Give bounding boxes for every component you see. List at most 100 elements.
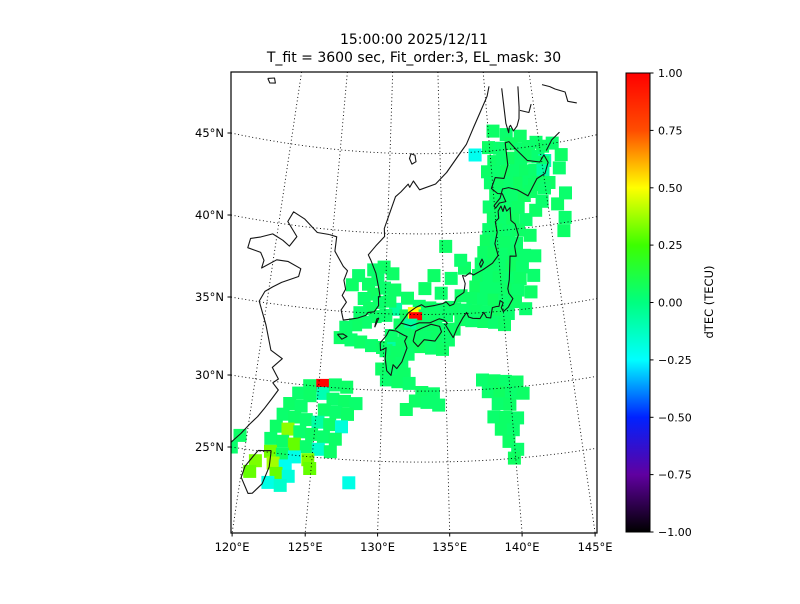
dtec-patch <box>388 283 402 297</box>
y-axis-tick-label: 30°N <box>195 368 224 382</box>
y-axis-tick-label: 45°N <box>195 126 224 140</box>
coastline <box>412 323 443 348</box>
dtec-patch <box>497 247 511 261</box>
parallel-gridline <box>231 374 597 392</box>
dtec-patch <box>493 141 507 155</box>
dtec-patch <box>329 405 343 419</box>
dtec-patch <box>558 210 572 224</box>
coastline <box>490 141 549 209</box>
meridian-gridline <box>528 72 596 533</box>
coastline <box>379 329 408 376</box>
dtec-patch <box>528 249 542 263</box>
dtec-patch <box>299 413 313 427</box>
dtec-patch <box>323 445 337 459</box>
dtec-patch <box>326 392 340 406</box>
dtec-patch <box>511 283 525 297</box>
dtec-patch <box>287 437 301 451</box>
dtec-patch <box>527 268 541 282</box>
dtec-patch <box>342 476 356 490</box>
y-axis: 45°N 40°N 35°N 30°N 25°N <box>195 126 231 454</box>
dtec-patch <box>264 444 277 458</box>
dtec-patch <box>487 410 501 424</box>
dtec-patch <box>477 246 491 260</box>
dtec-patch <box>413 340 427 354</box>
dtec-patch <box>501 307 515 320</box>
dtec-patch <box>440 309 453 322</box>
dtec-patch <box>401 291 414 305</box>
dtec-patch <box>311 415 325 429</box>
dtec-patch <box>495 259 509 273</box>
coastline <box>545 131 560 151</box>
dtec-patch <box>328 378 342 392</box>
dtec-patch <box>231 440 238 454</box>
dtec-patch <box>485 258 498 272</box>
coastline <box>394 205 519 339</box>
dtec-patch <box>523 228 537 242</box>
x-axis-tick-label: 135°E <box>432 540 467 554</box>
dtec-patch <box>358 315 372 329</box>
dtec-patch <box>233 428 247 442</box>
dtec-patch <box>316 430 330 444</box>
dtec-patch <box>507 451 521 465</box>
dtec-patch <box>518 248 532 262</box>
meridian-gridline <box>304 72 348 533</box>
dtec-patch <box>341 407 354 421</box>
dtec-patch <box>498 318 511 332</box>
dtec-patch <box>317 403 331 417</box>
dtec-patch <box>281 422 295 436</box>
dtec-patch <box>488 315 502 329</box>
dtec-patch <box>506 423 520 437</box>
dtec-patch <box>469 280 483 294</box>
dtec-patch <box>340 380 354 394</box>
colorbar-tick-label: 1.00 <box>658 67 683 80</box>
map-frame <box>230 71 598 534</box>
dtec-patch <box>432 398 446 412</box>
dtec-patch <box>477 292 490 306</box>
dtec-patch <box>512 223 525 237</box>
dtec-patch <box>339 320 353 334</box>
dtec-patch <box>511 201 525 214</box>
colorbar-tick-label: 0.75 <box>658 124 683 137</box>
dtec-patch <box>510 236 523 250</box>
x-axis-tick-label: 130°E <box>360 540 395 554</box>
dtec-patch <box>476 373 489 387</box>
x-axis-tick-label: 125°E <box>288 540 323 554</box>
dtec-patch <box>294 399 308 413</box>
colorbar-tick-label: 0.00 <box>658 297 683 310</box>
dtec-patch <box>507 248 521 262</box>
dtec-patch <box>538 181 551 195</box>
dtec-patch <box>243 464 257 478</box>
dtec-patch <box>482 141 495 155</box>
dtec-patch <box>391 375 405 389</box>
colorbar-axis-label: dTEC (TECU) <box>702 266 716 339</box>
coastline <box>336 333 348 340</box>
dtec-patch <box>436 342 449 356</box>
dtec-patch <box>345 278 359 292</box>
dtec-patch <box>487 374 501 388</box>
dtec-patch <box>483 176 497 190</box>
dtec-patch <box>492 223 506 237</box>
coastlines <box>231 77 577 494</box>
dtec-patch <box>474 257 488 271</box>
colorbar-gradient <box>626 73 650 532</box>
dtec-patch <box>299 440 313 454</box>
dtec-patch <box>375 362 389 376</box>
parallel-gridline <box>231 296 597 315</box>
dtec-patch <box>496 212 510 226</box>
coastline <box>408 153 417 165</box>
dtec-patch <box>276 407 290 421</box>
dtec-patch <box>420 395 434 409</box>
dtec-patch <box>481 385 495 399</box>
dtec-patch <box>498 374 512 388</box>
dtec-patch <box>378 281 391 295</box>
dtec-patch <box>505 386 518 400</box>
dtec-patch <box>515 260 529 274</box>
dtec-patch <box>288 410 302 424</box>
dtec-patch <box>489 235 503 249</box>
x-axis-tick-label: 140°E <box>505 540 540 554</box>
map-plot-area: 120°E 125°E 130°E 135°E 140°E 145°E 45°N 40°N 35… <box>195 67 692 554</box>
dtec-patch <box>472 269 485 282</box>
parallel-gridline <box>231 214 597 235</box>
dtec-patch <box>499 411 513 424</box>
colorbar-tick-label: 0.50 <box>658 182 683 195</box>
